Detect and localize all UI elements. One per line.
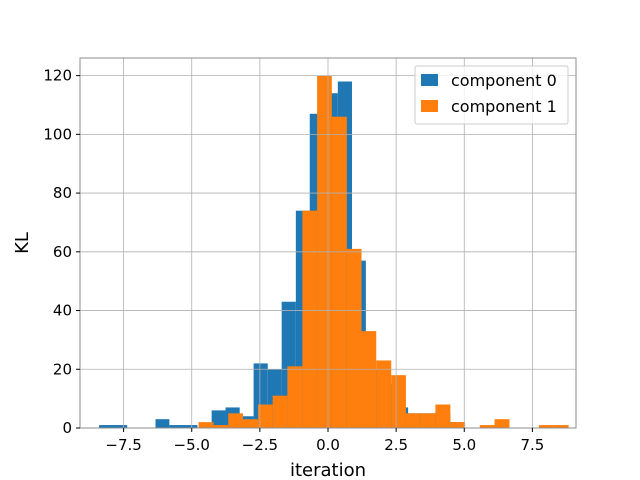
bar-series-1-bin-7 <box>302 210 318 428</box>
x-tick-label: 0.0 <box>316 436 340 454</box>
histogram-bars <box>99 75 569 429</box>
bar-series-1-bin-11 <box>361 331 377 428</box>
bar-series-1-bin-15 <box>420 413 436 428</box>
bar-series-1-bin-4 <box>257 404 273 428</box>
x-axis-ticks: −7.5 −5.0 −2.5 0.0 2.5 5.0 7.5 <box>105 428 544 454</box>
x-tick-label: 5.0 <box>452 436 476 454</box>
x-tick-label: 2.5 <box>384 436 408 454</box>
bar-series-1-bin-24 <box>553 425 569 428</box>
bar-series-0-bin-1 <box>155 419 170 428</box>
y-axis-label: KL <box>12 232 33 254</box>
y-tick-label: 120 <box>43 67 72 85</box>
y-tick-label: 0 <box>62 419 72 437</box>
bar-series-1-bin-6 <box>287 366 303 428</box>
bar-series-0-bin-4 <box>211 410 226 428</box>
bar-series-1-bin-9 <box>331 116 347 428</box>
y-tick-label: 40 <box>53 302 72 320</box>
legend: component 0 component 1 <box>414 65 569 125</box>
bar-series-1-bin-2 <box>228 413 243 428</box>
bar-series-1-bin-16 <box>435 404 451 428</box>
x-tick-label: −7.5 <box>105 436 141 454</box>
bar-series-1-bin-10 <box>346 248 362 428</box>
legend-frame <box>414 65 569 125</box>
bar-series-1-bin-17 <box>450 422 466 428</box>
bar-series-1-bin-12 <box>376 360 392 428</box>
x-tick-label: −5.0 <box>174 436 210 454</box>
x-tick-label: 7.5 <box>520 436 544 454</box>
y-tick-label: 60 <box>53 243 72 261</box>
legend-label-component-0: component 0 <box>451 71 557 90</box>
bar-series-1-bin-3 <box>242 419 258 428</box>
bar-series-1-bin-1 <box>213 425 229 428</box>
x-axis-label: iteration <box>290 460 366 480</box>
bar-series-1-bin-14 <box>405 413 421 428</box>
y-tick-label: 20 <box>53 360 72 378</box>
bar-series-0-bin-2 <box>169 425 198 428</box>
bar-series-1-bin-19 <box>479 425 495 428</box>
bar-series-1-bin-5 <box>272 395 288 428</box>
bar-series-1-bin-20 <box>494 419 510 428</box>
bar-series-1-bin-13 <box>391 375 406 428</box>
bar-series-1-bin-0 <box>198 422 214 428</box>
legend-swatch-component-0 <box>421 74 438 86</box>
bar-series-0-bin-0 <box>99 425 128 428</box>
x-tick-label: −2.5 <box>242 436 278 454</box>
y-axis-ticks: 0 20 40 60 80 100 120 <box>43 67 80 437</box>
bar-series-1-bin-23 <box>538 425 554 428</box>
legend-label-component-1: component 1 <box>451 97 557 116</box>
y-tick-label: 100 <box>43 125 72 143</box>
legend-swatch-component-1 <box>421 100 438 112</box>
y-tick-label: 80 <box>53 184 72 202</box>
